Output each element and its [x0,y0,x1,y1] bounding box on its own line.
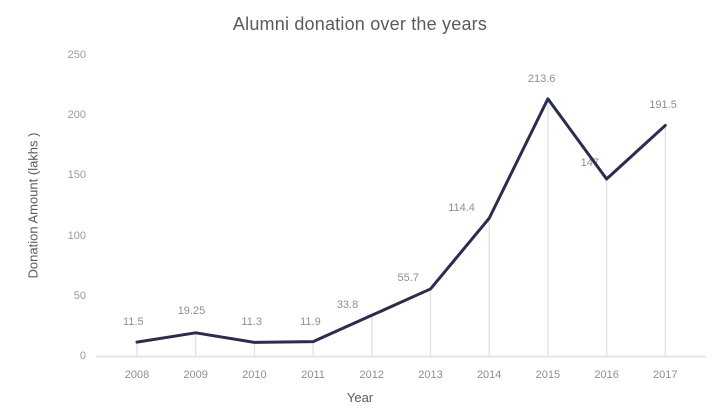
point-value-label: 19.25 [177,304,206,317]
point-value-label: 191.5 [649,99,677,112]
x-tick-label: 2013 [418,369,443,381]
y-tick-label: 100 [67,229,86,242]
y-tick-label: 250 [67,49,86,61]
x-tick-label: 2009 [183,369,208,381]
x-tick-label: 2014 [476,369,502,381]
point-value-label: 11.9 [300,315,321,328]
x-tick-label: 2008 [124,369,150,381]
y-tick-label: 150 [67,169,86,182]
chart-title: Alumni donation over the years [232,14,488,34]
x-tick-label: 2017 [653,369,678,381]
x-tick-label: 2012 [359,369,385,381]
x-tick-label: 2011 [301,369,325,381]
y-tick-label: 0 [79,350,86,362]
droplines-group [136,98,666,356]
point-value-label: 33.8 [336,299,359,312]
point-value-label: 11.3 [241,316,262,329]
x-tick-label: 2016 [594,369,619,381]
point-value-label: 114.4 [448,202,475,215]
point-value-label: 55.7 [397,271,419,284]
x-axis-title: Year [346,390,374,405]
y-tick-label: 50 [73,289,86,302]
x-tick-label: 2010 [242,369,267,381]
point-value-label: 11.5 [123,316,144,329]
y-tick-label: 200 [67,109,86,122]
point-value-label: 213.6 [527,72,556,85]
donation-line-series [135,97,667,344]
x-tick-label: 2015 [535,369,561,381]
